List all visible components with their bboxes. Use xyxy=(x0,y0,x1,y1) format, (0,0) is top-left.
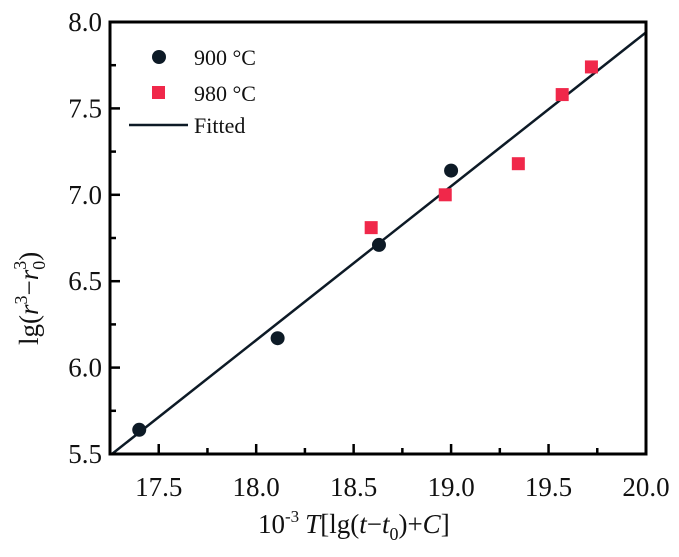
data-point-980 xyxy=(364,221,378,235)
legend-label-fitted: Fitted xyxy=(194,113,245,138)
legend-label-980: 980 °C xyxy=(194,81,256,106)
legend-marker-900 xyxy=(152,50,166,64)
data-point-980 xyxy=(555,88,569,102)
data-point-900 xyxy=(444,163,459,178)
data-point-980 xyxy=(511,157,525,171)
y-tick-label: 6.0 xyxy=(68,353,102,383)
x-tick-label: 20.0 xyxy=(622,472,669,502)
legend-label-900: 900 °C xyxy=(194,45,256,70)
data-point-980 xyxy=(584,60,598,74)
y-tick-label: 7.5 xyxy=(68,93,102,123)
legend: 900 °C 980 °C Fitted xyxy=(129,45,256,138)
x-tick-label: 17.5 xyxy=(135,472,182,502)
legend-marker-980 xyxy=(152,86,165,99)
x-tick-labels: 17.5 18.0 18.5 19.0 19.5 20.0 xyxy=(135,472,670,502)
x-tick-label: 19.5 xyxy=(525,472,572,502)
data-point-980 xyxy=(438,188,452,202)
x-tick-label: 18.0 xyxy=(233,472,280,502)
x-axis-title: 10-3 T[lg(t−t0)+C] xyxy=(258,507,450,544)
data-point-900 xyxy=(371,237,386,252)
y-tick-label: 6.5 xyxy=(68,266,102,296)
y-axis-title: lg(r3−r03) xyxy=(10,252,49,345)
y-tick-label: 5.5 xyxy=(68,439,102,469)
data-point-900 xyxy=(132,422,147,437)
data-marks xyxy=(111,31,647,455)
y-tick-label: 8.0 xyxy=(68,7,102,37)
plot-frame xyxy=(108,20,648,456)
data-point-900 xyxy=(270,331,285,346)
y-tick-label: 7.0 xyxy=(68,180,102,210)
y-tick-labels: 5.5 6.0 6.5 7.0 7.5 8.0 xyxy=(68,7,102,469)
x-tick-label: 19.0 xyxy=(427,472,474,502)
x-tick-label: 18.5 xyxy=(330,472,377,502)
